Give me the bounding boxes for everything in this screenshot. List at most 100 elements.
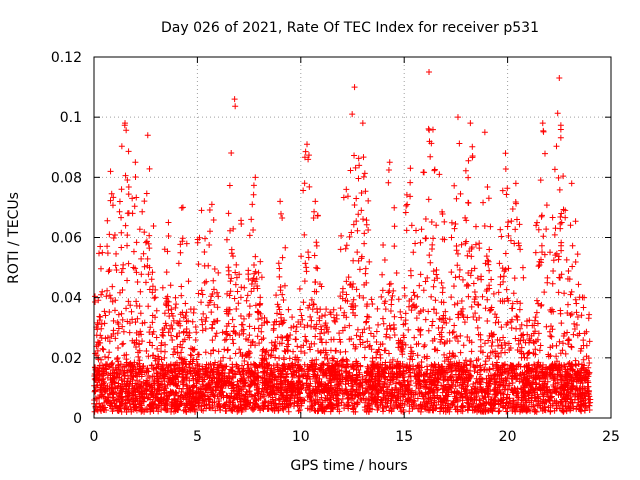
data-point — [284, 387, 291, 394]
data-point — [411, 304, 418, 311]
data-point — [109, 298, 116, 305]
data-point — [477, 367, 484, 374]
data-point — [263, 369, 270, 376]
data-point — [492, 319, 499, 326]
data-point — [485, 195, 492, 202]
data-point — [438, 279, 445, 286]
data-point — [168, 389, 175, 396]
data-point — [515, 399, 522, 406]
data-point — [146, 165, 153, 172]
data-point — [295, 407, 302, 414]
data-point — [275, 395, 282, 402]
data-point — [131, 339, 138, 346]
data-point — [199, 366, 206, 373]
data-point — [110, 330, 117, 337]
data-point — [422, 235, 429, 242]
data-point — [101, 393, 108, 400]
data-point — [228, 390, 235, 397]
data-point — [278, 392, 285, 399]
data-point — [322, 381, 329, 388]
data-point — [162, 301, 169, 308]
data-point — [459, 381, 466, 388]
data-point — [118, 214, 125, 221]
data-point — [559, 340, 566, 347]
data-point — [404, 378, 411, 385]
data-point — [533, 297, 540, 304]
data-point — [303, 380, 310, 387]
data-point — [365, 197, 372, 204]
data-point — [585, 364, 592, 371]
data-point — [276, 321, 283, 328]
data-point — [469, 143, 476, 150]
data-point — [246, 232, 253, 239]
data-point — [158, 348, 165, 355]
data-point — [354, 227, 361, 234]
data-point — [354, 391, 361, 398]
data-point — [423, 400, 430, 407]
data-point — [104, 243, 111, 250]
data-point — [129, 316, 136, 323]
data-point — [381, 257, 388, 264]
data-point — [201, 279, 208, 286]
data-point — [411, 398, 418, 405]
data-point — [366, 258, 373, 265]
data-point — [159, 381, 166, 388]
data-point — [151, 295, 158, 302]
data-point — [269, 394, 276, 401]
data-point — [531, 322, 538, 329]
data-point — [271, 377, 278, 384]
data-point — [192, 336, 199, 343]
data-point — [563, 390, 570, 397]
data-point — [210, 347, 217, 354]
data-point — [573, 362, 580, 369]
data-point — [445, 389, 452, 396]
data-point — [577, 395, 584, 402]
data-point — [380, 320, 387, 327]
data-point — [366, 377, 373, 384]
data-point — [97, 265, 104, 272]
data-point — [255, 269, 262, 276]
data-point — [114, 319, 121, 326]
data-point — [392, 380, 399, 387]
data-point — [210, 362, 217, 369]
data-point — [377, 341, 384, 348]
data-point — [378, 397, 385, 404]
data-point — [353, 332, 360, 339]
data-point — [558, 242, 565, 249]
data-point — [118, 244, 125, 251]
data-point — [408, 222, 415, 229]
data-point — [149, 399, 156, 406]
data-point — [97, 391, 104, 398]
data-point — [586, 338, 593, 345]
data-point — [325, 388, 332, 395]
data-point — [576, 386, 583, 393]
data-point — [462, 214, 469, 221]
data-point — [308, 317, 315, 324]
data-point — [418, 226, 425, 233]
data-point — [144, 395, 151, 402]
data-point — [562, 207, 569, 214]
data-point — [559, 347, 566, 354]
data-point — [208, 293, 215, 300]
data-point — [331, 314, 338, 321]
data-point — [272, 345, 279, 352]
data-point — [167, 368, 174, 375]
data-point — [119, 323, 126, 330]
data-point — [422, 406, 429, 413]
data-point — [435, 361, 442, 368]
data-point — [573, 300, 580, 307]
data-point — [101, 353, 108, 360]
data-point — [570, 331, 577, 338]
data-point — [281, 282, 288, 289]
data-point — [272, 354, 279, 361]
data-point — [360, 154, 367, 161]
data-point — [391, 332, 398, 339]
data-point — [406, 382, 413, 389]
data-point — [583, 353, 590, 360]
data-point — [295, 384, 302, 391]
data-point — [131, 203, 138, 210]
data-point — [108, 379, 115, 386]
data-point — [569, 242, 576, 249]
data-point — [141, 198, 148, 205]
data-point — [344, 403, 351, 410]
